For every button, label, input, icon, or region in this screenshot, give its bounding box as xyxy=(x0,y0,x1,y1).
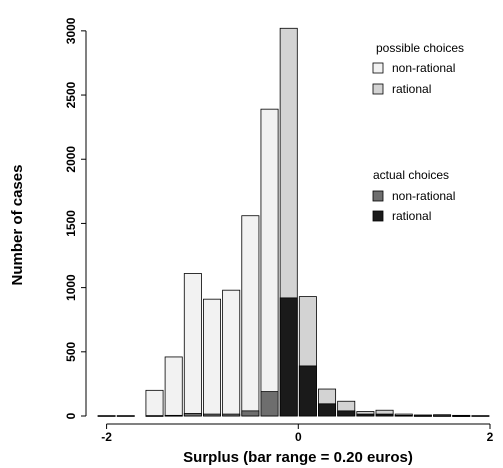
bar-edge xyxy=(116,415,135,417)
x-axis-title: Surplus (bar range = 0.20 euros) xyxy=(183,449,413,466)
bar-edge xyxy=(471,415,490,417)
bar-actual-non-rational xyxy=(145,415,164,417)
x-tick-label: 0 xyxy=(295,430,302,444)
legend-swatch-actual-non-rational xyxy=(372,190,384,202)
bar-edge xyxy=(97,415,116,417)
legend-title-possible: possible choices xyxy=(376,41,464,55)
y-axis-ticks: 0 500 1000 1500 2000 2500 3000 xyxy=(64,17,86,419)
legend: possible choices non-rational rational a… xyxy=(372,41,464,223)
legend-label-possible-non-rational: non-rational xyxy=(392,61,455,75)
bar-actual-rational xyxy=(356,413,375,417)
bar-actual-rational xyxy=(433,415,452,417)
bar-possible-non-rational xyxy=(222,289,241,417)
bar-actual-non-rational xyxy=(203,413,222,417)
bar-group xyxy=(97,27,490,417)
legend-label-actual-non-rational: non-rational xyxy=(392,189,455,203)
bar-actual-rational xyxy=(452,415,471,417)
y-axis-title: Number of cases xyxy=(9,165,26,286)
bar-actual-rational xyxy=(375,413,394,417)
legend-label-possible-rational: rational xyxy=(392,82,431,96)
bar-actual-rational xyxy=(413,415,432,417)
bar-possible-non-rational xyxy=(145,389,164,417)
bar-possible-non-rational xyxy=(183,273,202,417)
legend-label-actual-rational: rational xyxy=(392,209,431,223)
x-axis-ticks: -2 0 2 xyxy=(101,424,494,444)
bar-actual-non-rational xyxy=(241,410,260,417)
bar-actual-rational xyxy=(337,410,356,417)
bar-actual-non-rational xyxy=(164,414,183,417)
legend-swatch-possible-non-rational xyxy=(372,62,384,74)
legend-swatch-possible-rational xyxy=(372,83,384,95)
bar-actual-non-rational xyxy=(183,413,202,417)
bar-actual-rational xyxy=(318,403,337,417)
legend-swatch-actual-rational xyxy=(372,210,384,222)
y-tick-label: 2500 xyxy=(64,81,78,108)
bar-possible-non-rational xyxy=(241,215,260,417)
x-tick-label: -2 xyxy=(101,430,112,444)
y-tick-label: 1500 xyxy=(64,210,78,237)
y-tick-label: 500 xyxy=(64,341,78,361)
y-tick-label: 3000 xyxy=(64,17,78,44)
bar-actual-non-rational xyxy=(260,391,279,417)
bar-possible-non-rational xyxy=(260,108,279,417)
legend-title-actual: actual choices xyxy=(373,168,449,182)
bar-actual-rational xyxy=(298,365,317,417)
y-tick-label: 2000 xyxy=(64,146,78,173)
bar-actual-rational xyxy=(394,414,413,417)
x-tick-label: 2 xyxy=(487,430,494,444)
bar-possible-non-rational xyxy=(203,298,222,417)
bar-actual-rational xyxy=(279,297,298,417)
bar-actual-non-rational xyxy=(222,413,241,417)
y-tick-label: 1000 xyxy=(64,274,78,301)
bar-possible-non-rational xyxy=(164,356,183,417)
y-tick-label: 0 xyxy=(64,412,78,419)
